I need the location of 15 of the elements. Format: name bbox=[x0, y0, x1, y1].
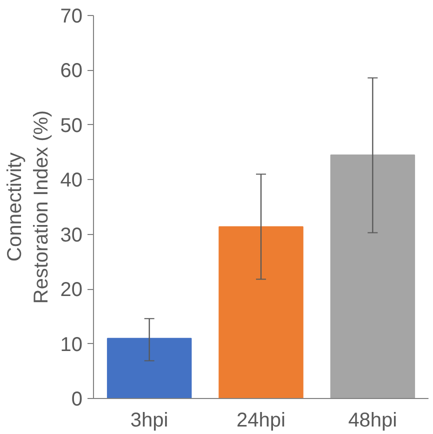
y-axis-title: Connectivity Restoration Index (%) bbox=[4, 110, 52, 304]
bar bbox=[218, 226, 304, 398]
x-tick-label: 24hpi bbox=[236, 410, 286, 432]
y-tick-label: 10 bbox=[60, 334, 83, 356]
bar bbox=[330, 154, 416, 398]
y-tick-label: 0 bbox=[71, 388, 82, 410]
y-tick-label: 50 bbox=[60, 114, 83, 137]
y-tick-label: 30 bbox=[60, 224, 83, 246]
y-tick-label: 60 bbox=[60, 60, 83, 82]
x-tick-label: 3hpi bbox=[130, 410, 168, 432]
y-tick-label: 70 bbox=[60, 6, 83, 28]
bar bbox=[106, 338, 192, 398]
x-tick-label: 48hpi bbox=[348, 410, 398, 432]
y-tick-label: 40 bbox=[60, 170, 83, 192]
y-tick-label: 20 bbox=[60, 279, 83, 302]
